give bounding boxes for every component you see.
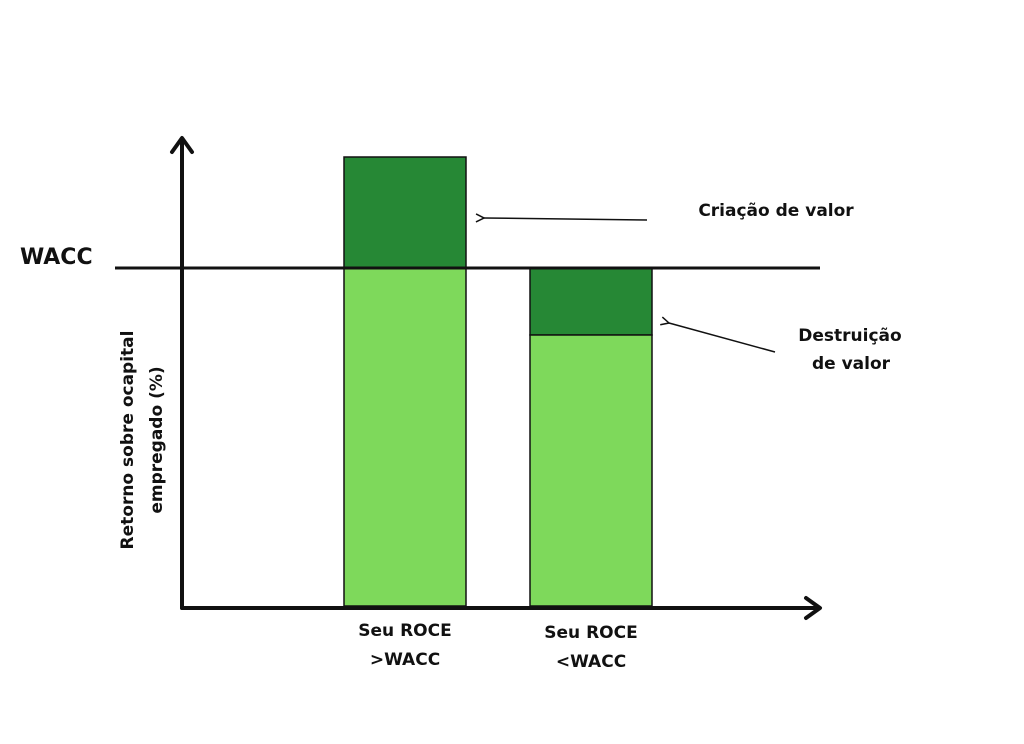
bar-top xyxy=(529,267,653,336)
arrow xyxy=(484,218,648,220)
bar-top xyxy=(343,156,467,269)
bar-label: Seu ROCE xyxy=(358,621,451,641)
bar-base xyxy=(343,267,467,607)
y-axis-label: Retorno sobre ocapital empregado (%) xyxy=(118,331,167,550)
bar-label: Seu ROCE xyxy=(544,623,637,643)
wacc-label: WACC xyxy=(20,245,93,270)
bar-label: >WACC xyxy=(370,650,440,670)
annotation: de valor xyxy=(812,354,891,374)
annotation: Criação de valor xyxy=(698,201,854,221)
bar-base xyxy=(529,334,653,607)
x-axis xyxy=(180,596,822,620)
y-axis xyxy=(170,136,194,610)
annotation: Destruição xyxy=(798,326,901,346)
arrow xyxy=(669,323,776,353)
y-axis-label-line: empregado (%) xyxy=(147,366,167,513)
bar-label: <WACC xyxy=(556,652,626,672)
y-axis-label-line: Retorno sobre ocapital xyxy=(118,331,138,550)
